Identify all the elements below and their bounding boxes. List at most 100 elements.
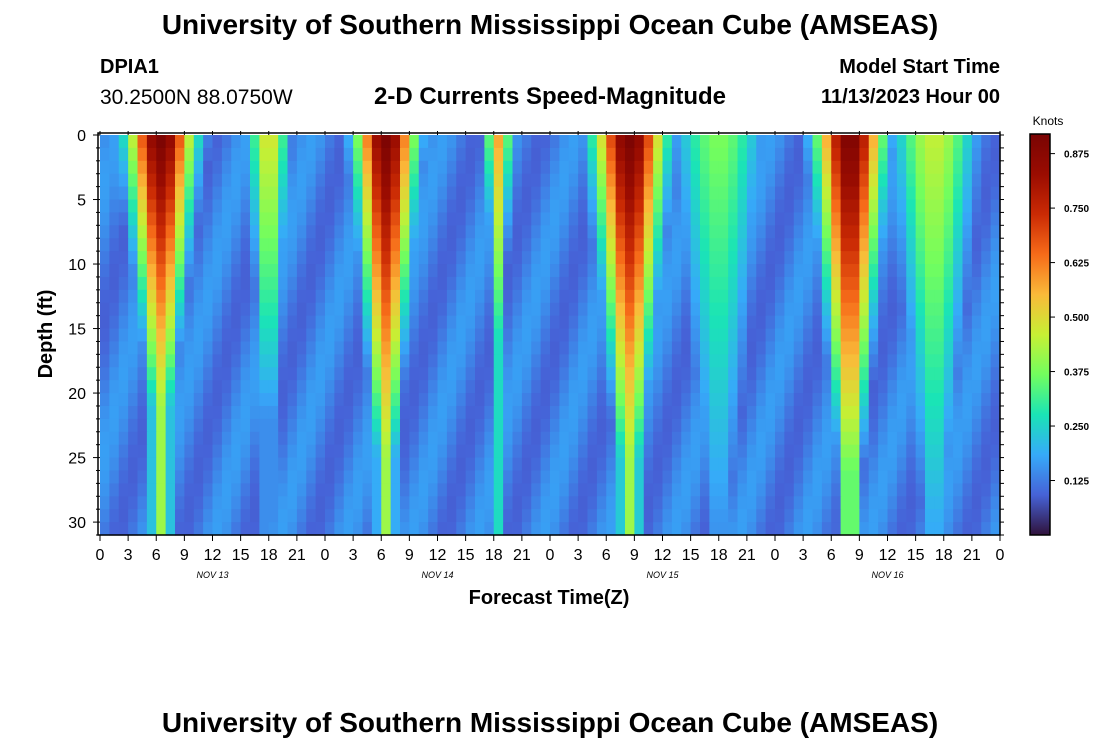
heatmap-cell bbox=[296, 147, 307, 162]
heatmap-cell bbox=[662, 160, 673, 175]
heatmap-cell bbox=[840, 186, 851, 201]
heatmap-cell bbox=[100, 173, 110, 188]
colorbar-label: Knots bbox=[1033, 114, 1064, 128]
heatmap-cell bbox=[521, 444, 532, 459]
heatmap-cell bbox=[250, 251, 260, 265]
heatmap-cell bbox=[784, 457, 795, 472]
heatmap-cell bbox=[287, 367, 298, 381]
heatmap-cell bbox=[953, 276, 964, 291]
heatmap-cell bbox=[409, 418, 420, 433]
heatmap-cell bbox=[578, 160, 589, 175]
heatmap-cell bbox=[334, 457, 345, 472]
heatmap-cell bbox=[765, 483, 776, 497]
heatmap-cell bbox=[231, 173, 242, 188]
heatmap-cell bbox=[278, 173, 289, 188]
x-tick-label: 0 bbox=[771, 547, 780, 564]
heatmap-cell bbox=[475, 444, 485, 459]
heatmap-cell bbox=[315, 238, 326, 252]
heatmap-cell bbox=[343, 289, 354, 304]
heatmap-cell bbox=[278, 225, 289, 239]
heatmap-cell bbox=[278, 315, 289, 330]
heatmap-cell bbox=[718, 147, 729, 162]
heatmap-cell bbox=[981, 264, 992, 278]
y-axis-label: Depth (ft) bbox=[35, 290, 57, 379]
heatmap-cell bbox=[559, 147, 570, 162]
x-tick-label: 0 bbox=[321, 547, 330, 564]
heatmap-cell bbox=[953, 470, 964, 484]
heatmap-cell bbox=[287, 173, 298, 188]
heatmap-cell bbox=[437, 251, 448, 265]
heatmap-cell bbox=[418, 444, 429, 459]
heatmap-cell bbox=[250, 431, 260, 446]
heatmap-cell bbox=[625, 186, 635, 201]
heatmap-cell bbox=[475, 328, 485, 343]
heatmap-cell bbox=[475, 315, 485, 330]
heatmap-cell bbox=[128, 367, 139, 381]
heatmap-cell bbox=[568, 315, 579, 330]
heatmap-cell bbox=[390, 328, 401, 343]
heatmap-cell bbox=[671, 405, 682, 420]
heatmap-cell bbox=[128, 457, 139, 472]
heatmap-cell bbox=[175, 444, 185, 459]
heatmap-cell bbox=[662, 341, 673, 355]
heatmap-cell bbox=[887, 302, 898, 317]
heatmap-cell bbox=[221, 393, 232, 407]
heatmap-cell bbox=[296, 354, 307, 368]
heatmap-cell bbox=[428, 173, 439, 188]
heatmap-cell bbox=[100, 315, 110, 330]
heatmap-cell bbox=[746, 418, 757, 433]
heatmap-cell bbox=[325, 470, 335, 484]
heatmap-cell bbox=[184, 405, 195, 420]
heatmap-cell bbox=[371, 199, 382, 214]
heatmap-cell bbox=[934, 199, 945, 214]
heatmap-cell bbox=[193, 147, 204, 162]
heatmap-cell bbox=[193, 509, 204, 523]
heatmap-cell bbox=[709, 186, 720, 201]
heatmap-cell bbox=[700, 212, 710, 226]
heatmap-cell bbox=[550, 405, 560, 420]
heatmap-cell bbox=[718, 354, 729, 368]
heatmap-cell bbox=[184, 470, 195, 484]
heatmap-cell bbox=[503, 173, 514, 188]
heatmap-cell bbox=[212, 264, 223, 278]
heatmap-cell bbox=[521, 328, 532, 343]
heatmap-cell bbox=[990, 354, 1001, 368]
heatmap-cell bbox=[943, 199, 954, 214]
heatmap-cell bbox=[128, 289, 139, 304]
heatmap-cell bbox=[653, 147, 664, 162]
heatmap-cell bbox=[315, 225, 326, 239]
heatmap-cell bbox=[821, 393, 832, 407]
heatmap-cell bbox=[662, 238, 673, 252]
heatmap-cell bbox=[390, 160, 401, 175]
heatmap-cell bbox=[371, 212, 382, 226]
heatmap-cell bbox=[437, 405, 448, 420]
heatmap-cell bbox=[831, 522, 842, 536]
heatmap-cell bbox=[512, 444, 523, 459]
heatmap-cell bbox=[850, 354, 860, 368]
heatmap-cell bbox=[568, 470, 579, 484]
heatmap-cell bbox=[353, 238, 364, 252]
heatmap-cell bbox=[765, 509, 776, 523]
heatmap-cell bbox=[596, 354, 607, 368]
heatmap-cell bbox=[559, 315, 570, 330]
heatmap-cell bbox=[559, 251, 570, 265]
heatmap-cell bbox=[118, 496, 129, 510]
plot-title: 2-D Currents Speed-Magnitude bbox=[373, 83, 727, 110]
heatmap-cell bbox=[737, 302, 748, 317]
heatmap-cell bbox=[990, 225, 1001, 239]
heatmap-cell bbox=[428, 470, 439, 484]
y-tick-label: 10 bbox=[68, 257, 86, 274]
heatmap-cell bbox=[906, 186, 917, 201]
heatmap-cell bbox=[409, 496, 420, 510]
heatmap-cell bbox=[934, 522, 945, 536]
heatmap-cell bbox=[268, 380, 279, 394]
heatmap-cell bbox=[221, 225, 232, 239]
heatmap-cell bbox=[653, 509, 664, 523]
heatmap-cell bbox=[578, 522, 589, 536]
heatmap-cell bbox=[381, 238, 392, 252]
heatmap-cell bbox=[850, 276, 860, 291]
heatmap-cell bbox=[643, 135, 654, 149]
x-tick-label: 15 bbox=[232, 547, 250, 564]
heatmap-cell bbox=[512, 251, 523, 265]
heatmap-cell bbox=[943, 380, 954, 394]
